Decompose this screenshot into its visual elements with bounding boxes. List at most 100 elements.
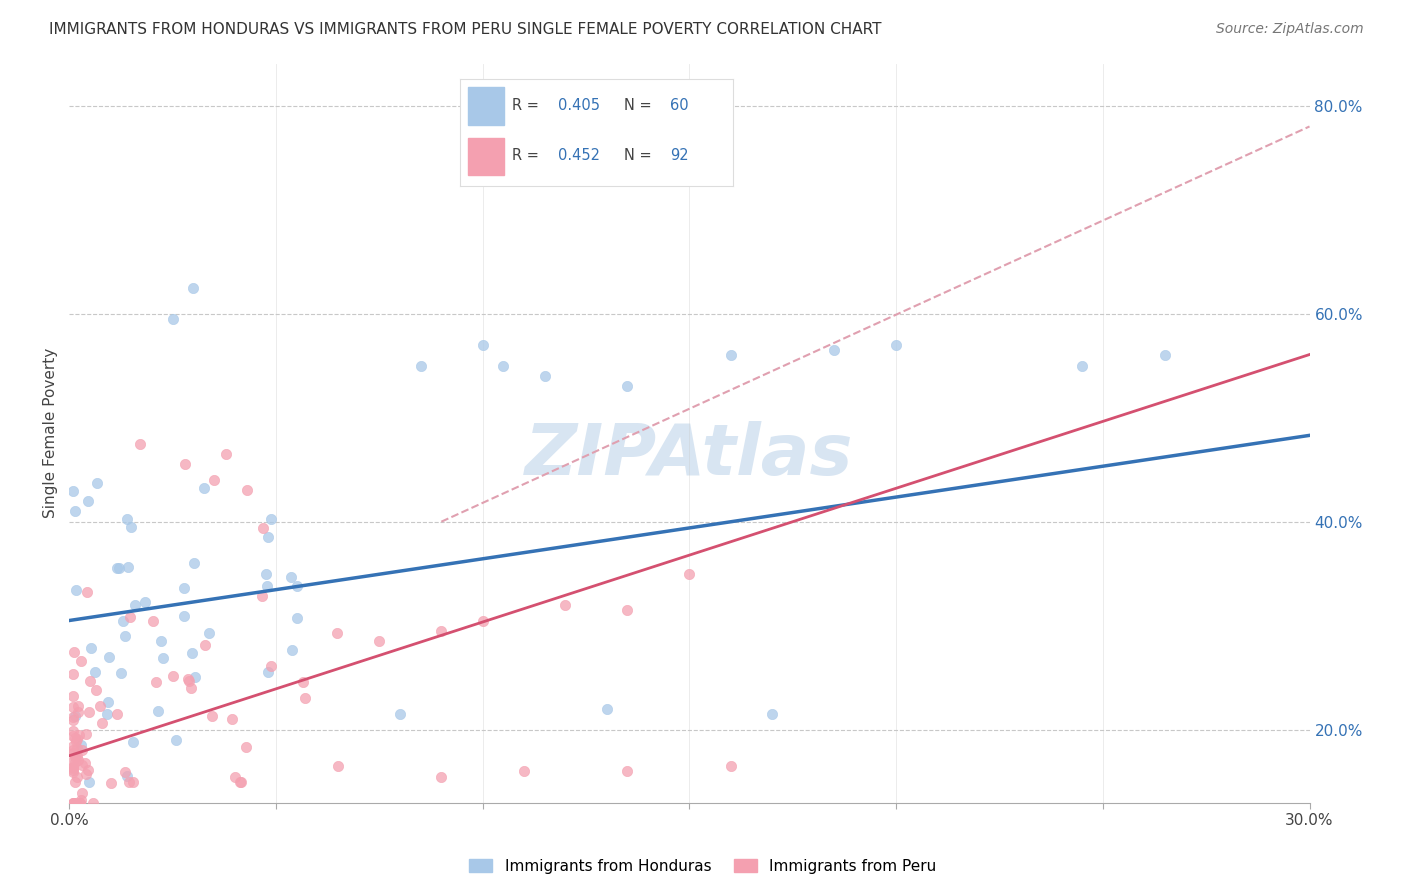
Point [66, 770, 89, 784]
Point [63, 645, 86, 659]
Point [62, 755, 84, 769]
Point [221, 712, 243, 726]
Point [260, 512, 283, 526]
Point [236, 483, 259, 498]
Point [115, 512, 138, 526]
Point [224, 770, 246, 784]
Point [250, 589, 273, 603]
Point [720, 348, 742, 362]
Point [134, 595, 156, 609]
Point [66, 753, 89, 767]
Point [616, 764, 638, 779]
Point [86, 475, 108, 490]
Point [62, 746, 84, 760]
Point [96, 707, 118, 722]
Point [84, 665, 107, 679]
Point [115, 768, 138, 782]
Point [174, 458, 197, 472]
Text: Source: ZipAtlas.com: Source: ZipAtlas.com [1216, 22, 1364, 37]
Point [62, 699, 84, 714]
Y-axis label: Single Female Poverty: Single Female Poverty [44, 348, 58, 518]
Point [62, 763, 84, 777]
Point [252, 521, 274, 535]
Point [100, 776, 122, 790]
Point [280, 569, 302, 583]
Point [181, 281, 204, 295]
Point [124, 599, 146, 613]
Point [118, 774, 141, 789]
Point [66, 741, 89, 756]
Text: ZIPAtlas: ZIPAtlas [524, 421, 853, 490]
Point [79, 674, 101, 689]
Point [62, 796, 84, 810]
Point [165, 732, 187, 747]
Point [82, 796, 104, 810]
Point [533, 369, 555, 384]
Point [75, 767, 97, 781]
Point [294, 691, 316, 706]
Point [65, 731, 87, 745]
Point [430, 624, 453, 638]
Point [162, 668, 184, 682]
Point [616, 603, 638, 617]
Point [62, 729, 84, 743]
Point [66, 732, 89, 747]
Point [69, 796, 91, 810]
Point [285, 611, 308, 625]
Point [111, 614, 134, 628]
Point [62, 761, 84, 775]
Point [110, 666, 132, 681]
Point [114, 765, 136, 780]
Point [62, 667, 84, 681]
Point [120, 520, 142, 534]
Point [70, 757, 93, 772]
Point [89, 698, 111, 713]
Point [260, 658, 283, 673]
Point [80, 640, 103, 655]
Point [70, 743, 93, 757]
Point [75, 727, 97, 741]
Point [63, 755, 86, 769]
Point [616, 379, 638, 393]
Point [108, 561, 131, 575]
Point [67, 706, 90, 720]
Point [65, 774, 87, 789]
Point [1153, 348, 1175, 362]
Text: IMMIGRANTS FROM HONDURAS VS IMMIGRANTS FROM PERU SINGLE FEMALE POVERTY CORRELATI: IMMIGRANTS FROM HONDURAS VS IMMIGRANTS F… [49, 22, 882, 37]
Point [215, 447, 238, 461]
Point [66, 698, 89, 713]
Point [66, 748, 89, 763]
Point [231, 774, 253, 789]
Point [121, 774, 143, 789]
Point [62, 760, 84, 774]
Point [105, 707, 128, 722]
Point [183, 556, 205, 570]
Point [173, 581, 195, 595]
Point [325, 625, 347, 640]
Point [257, 665, 280, 679]
Point [280, 643, 302, 657]
Point [197, 626, 219, 640]
Point [596, 702, 619, 716]
Point [162, 311, 184, 326]
Point [291, 674, 314, 689]
Point [202, 473, 225, 487]
Point [76, 584, 98, 599]
Point [62, 764, 84, 779]
Point [1071, 359, 1094, 373]
Point [97, 649, 120, 664]
Point [114, 629, 136, 643]
Point [63, 503, 86, 517]
Point [70, 786, 93, 800]
Point [70, 654, 93, 668]
Point [256, 579, 278, 593]
Point [75, 756, 97, 771]
Point [678, 566, 700, 581]
Point [77, 763, 100, 777]
Point [471, 338, 494, 352]
Point [194, 638, 217, 652]
Point [235, 740, 257, 755]
Point [70, 738, 93, 752]
Point [62, 739, 84, 753]
Point [65, 582, 87, 597]
